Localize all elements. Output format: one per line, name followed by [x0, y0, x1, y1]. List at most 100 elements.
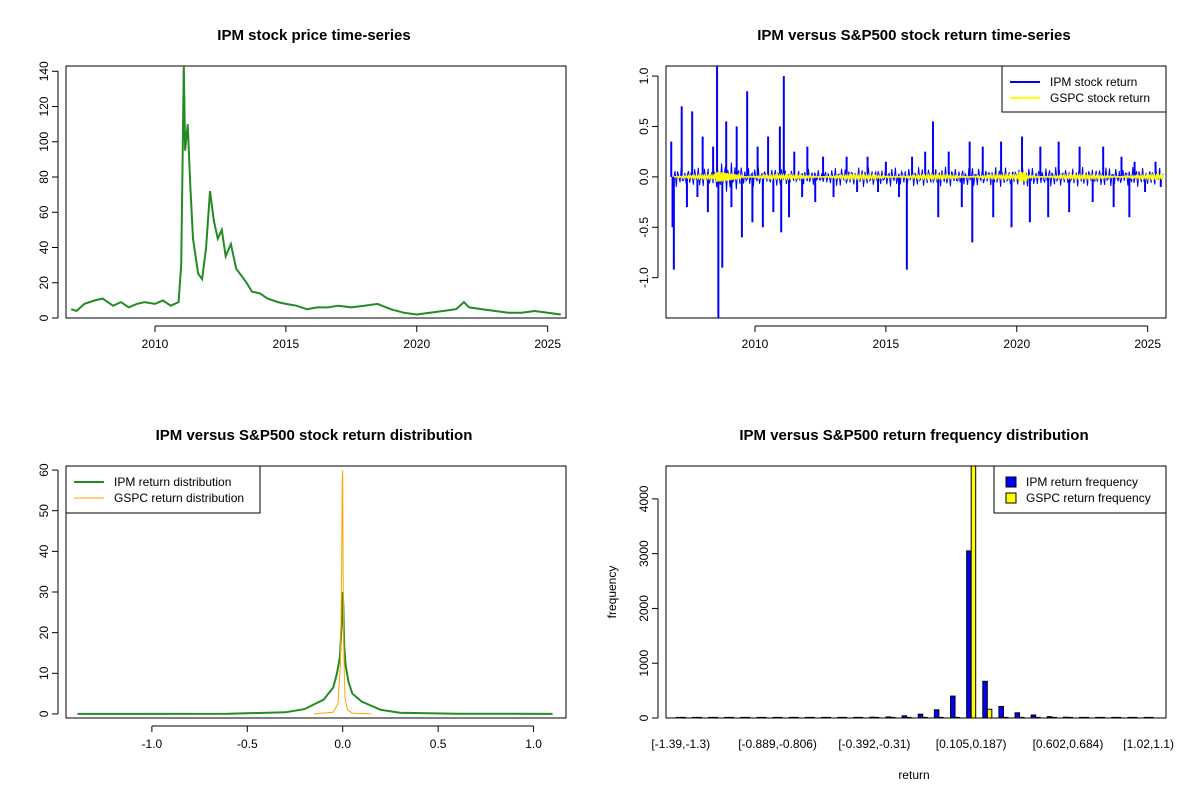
panel-frequency-y-axis: 0 1000 2000 3000 4000	[637, 485, 659, 721]
legend-gspc-freq-swatch	[1005, 492, 1017, 504]
series-line-gspc-return	[673, 171, 1165, 182]
panel-price-title: IPM stock price time-series	[217, 27, 410, 44]
bar-ipm-frequency	[1062, 716, 1069, 719]
panel-frequency-bars	[675, 465, 1154, 719]
bar-ipm-frequency	[933, 709, 940, 719]
bar-ipm-frequency	[691, 716, 698, 719]
legend-box	[65, 465, 261, 514]
series-line-ipm-density	[77, 591, 553, 715]
x-tick-label: [0.602,0.684)	[1033, 737, 1104, 751]
panel-frequency-x-axis: [-1.39,-1.3) [-0.889,-0.806) [-0.392,-0.31…	[651, 737, 1174, 751]
bar-ipm-frequency	[772, 716, 779, 719]
bar-ipm-frequency	[820, 716, 827, 719]
x-tick-label: 0.5	[430, 737, 447, 751]
bar-gspc-frequency	[809, 716, 815, 719]
x-tick-label: 2025	[534, 337, 561, 351]
panel-returns-plot-frame	[665, 65, 1167, 319]
y-tick-label: 140	[37, 61, 51, 81]
bar-ipm-frequency	[1143, 716, 1150, 719]
bar-gspc-frequency	[712, 716, 719, 719]
panel-distribution: IPM versus S&P500 stock return distribut…	[37, 427, 567, 751]
bar-gspc-frequency	[825, 716, 831, 719]
bar-ipm-frequency	[998, 705, 1004, 719]
bar-gspc-frequency	[1148, 716, 1154, 719]
bar-ipm-frequency	[1079, 716, 1085, 719]
y-tick-label: 80	[37, 170, 51, 184]
bar-gspc-frequency	[1083, 716, 1090, 719]
x-tick-label: 2010	[742, 337, 769, 351]
bar-gspc-frequency	[1051, 716, 1057, 719]
bar-ipm-frequency	[708, 716, 714, 719]
y-tick-label: 100	[37, 131, 51, 151]
x-tick-label: [-0.889,-0.806)	[738, 737, 817, 751]
bar-gspc-frequency	[760, 716, 767, 719]
x-tick-label: [0.105,0.187)	[936, 737, 1007, 751]
panel-distribution-title: IPM versus S&P500 stock return distribut…	[156, 427, 473, 444]
panel-returns-series	[670, 66, 1165, 318]
bar-gspc-frequency	[938, 716, 944, 719]
bar-gspc-frequency	[680, 716, 686, 719]
bar-ipm-frequency	[837, 716, 843, 719]
panel-frequency-legend: IPM return frequency GSPC return frequen…	[993, 465, 1167, 514]
bar-gspc-frequency	[857, 716, 864, 719]
bar-ipm-frequency	[756, 716, 762, 719]
bar-ipm-frequency	[740, 716, 746, 719]
bar-gspc-frequency	[970, 465, 977, 719]
y-tick-label: -0.5	[637, 217, 651, 238]
legend-box	[1001, 65, 1167, 113]
legend-ipm-label: IPM stock return	[1050, 75, 1137, 89]
bar-gspc-frequency	[1115, 716, 1122, 719]
bar-ipm-frequency	[982, 680, 988, 719]
bar-gspc-frequency	[696, 716, 702, 719]
y-tick-label: 60	[37, 205, 51, 219]
bar-ipm-frequency	[885, 716, 892, 719]
legend-gspc-dist-label: GSPC return distribution	[114, 491, 244, 505]
y-tick-label: 30	[37, 585, 51, 599]
panel-frequency-ylabel: frequency	[605, 566, 619, 619]
y-tick-label: 40	[37, 544, 51, 558]
bar-ipm-frequency	[869, 716, 875, 719]
x-tick-label: 2020	[1003, 337, 1030, 351]
bar-gspc-frequency	[890, 716, 896, 719]
panel-price-y-axis: 0 20 40 60 80 100 120 140	[37, 61, 59, 321]
panel-price-plot-frame	[65, 65, 567, 319]
panel-price: IPM stock price time-series 0 20 40 60 80 100…	[37, 27, 567, 351]
panel-frequency-title: IPM versus S&P500 return frequency distr…	[739, 427, 1088, 444]
panel-returns-x-axis: 2010 2015 2020 2025	[742, 325, 1161, 351]
y-tick-label: 60	[37, 463, 51, 477]
x-tick-label: 0.0	[334, 737, 351, 751]
x-tick-label: -0.5	[237, 737, 258, 751]
bar-gspc-frequency	[1002, 716, 1009, 719]
y-tick-label: 1.0	[637, 67, 651, 84]
y-tick-label: 0.0	[637, 168, 651, 185]
bar-gspc-frequency	[777, 716, 783, 719]
bar-ipm-frequency	[950, 695, 956, 719]
y-tick-label: 0	[37, 710, 51, 717]
y-tick-label: 4000	[637, 485, 651, 512]
panel-frequency-xlabel: return	[898, 768, 929, 782]
legend-box	[993, 465, 1167, 514]
y-tick-label: 0	[637, 714, 651, 721]
y-tick-label: 20	[37, 626, 51, 640]
x-tick-label: 2020	[403, 337, 430, 351]
y-tick-label: 50	[37, 504, 51, 518]
legend-ipm-freq-swatch	[1005, 476, 1017, 488]
y-tick-label: 3000	[637, 540, 651, 567]
x-tick-label: 2015	[873, 337, 900, 351]
x-tick-label: 2015	[273, 337, 300, 351]
legend-ipm-freq-label: IPM return frequency	[1026, 475, 1138, 489]
bar-ipm-frequency	[788, 716, 795, 719]
bar-ipm-frequency	[1095, 716, 1101, 719]
bar-gspc-frequency	[728, 716, 735, 719]
bar-ipm-frequency	[917, 713, 924, 719]
panel-price-series	[70, 65, 561, 316]
panel-returns-title: IPM versus S&P500 stock return time-seri…	[757, 27, 1070, 44]
panel-returns-legend: IPM stock return GSPC stock return	[1001, 65, 1167, 113]
bar-gspc-frequency	[1099, 716, 1106, 719]
bar-ipm-frequency	[804, 716, 811, 719]
bar-ipm-frequency	[1111, 716, 1117, 719]
x-tick-label: [-0.392,-0.31)	[838, 737, 910, 751]
bar-gspc-frequency	[1132, 716, 1138, 719]
bar-gspc-frequency	[744, 716, 751, 719]
